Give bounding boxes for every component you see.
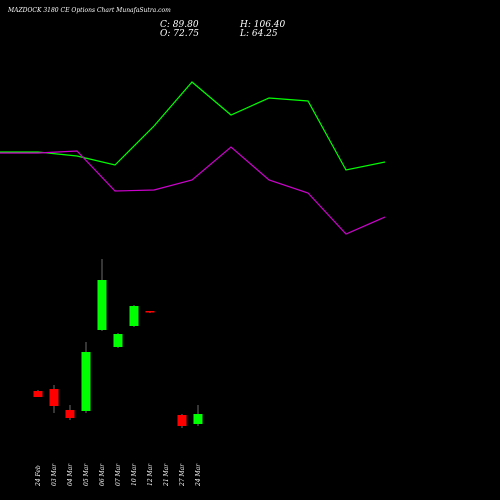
x-tick-label: 12 Mar [147, 463, 154, 486]
x-tick-label: 06 Mar [99, 463, 106, 486]
candle-body [33, 391, 43, 397]
candle-body [145, 311, 155, 313]
candle-body [113, 334, 123, 347]
x-tick-label: 24 Mar [195, 463, 202, 487]
candle-body [129, 306, 139, 326]
chart-title: MAZDOCK 3180 CE Options Chart MunafaSutr… [8, 7, 171, 14]
candle-body [49, 389, 59, 406]
x-tick-label: 21 Mar [163, 463, 170, 487]
candlestick-group [33, 259, 203, 428]
line-series-2 [0, 146, 386, 235]
x-tick-label: 07 Mar [115, 463, 122, 486]
candle-body [97, 280, 107, 330]
candle-body [81, 352, 91, 411]
x-tick-label: 10 Mar [131, 463, 138, 486]
low-value: L: 64.25 [240, 29, 278, 39]
x-tick-label: 03 Mar [51, 463, 58, 486]
x-tick-label: 24 Feb [35, 465, 42, 487]
x-tick-label: 04 Mar [67, 463, 74, 486]
candle-body [65, 410, 75, 418]
high-value: H: 106.40 [240, 20, 286, 30]
x-tick-label: 27 Mar [179, 463, 186, 487]
candle-body [177, 415, 187, 426]
x-tick-label: 05 Mar [83, 463, 90, 486]
open-value: O: 72.75 [160, 29, 200, 39]
line-series-group [0, 81, 386, 235]
candle-body [193, 414, 203, 424]
line-series-1 [0, 81, 386, 171]
x-axis-labels: 24 Feb 03 Mar 04 Mar 05 Mar 06 Mar 07 Mar 10 M… [35, 463, 202, 487]
close-value: C: 89.80 [160, 20, 199, 30]
